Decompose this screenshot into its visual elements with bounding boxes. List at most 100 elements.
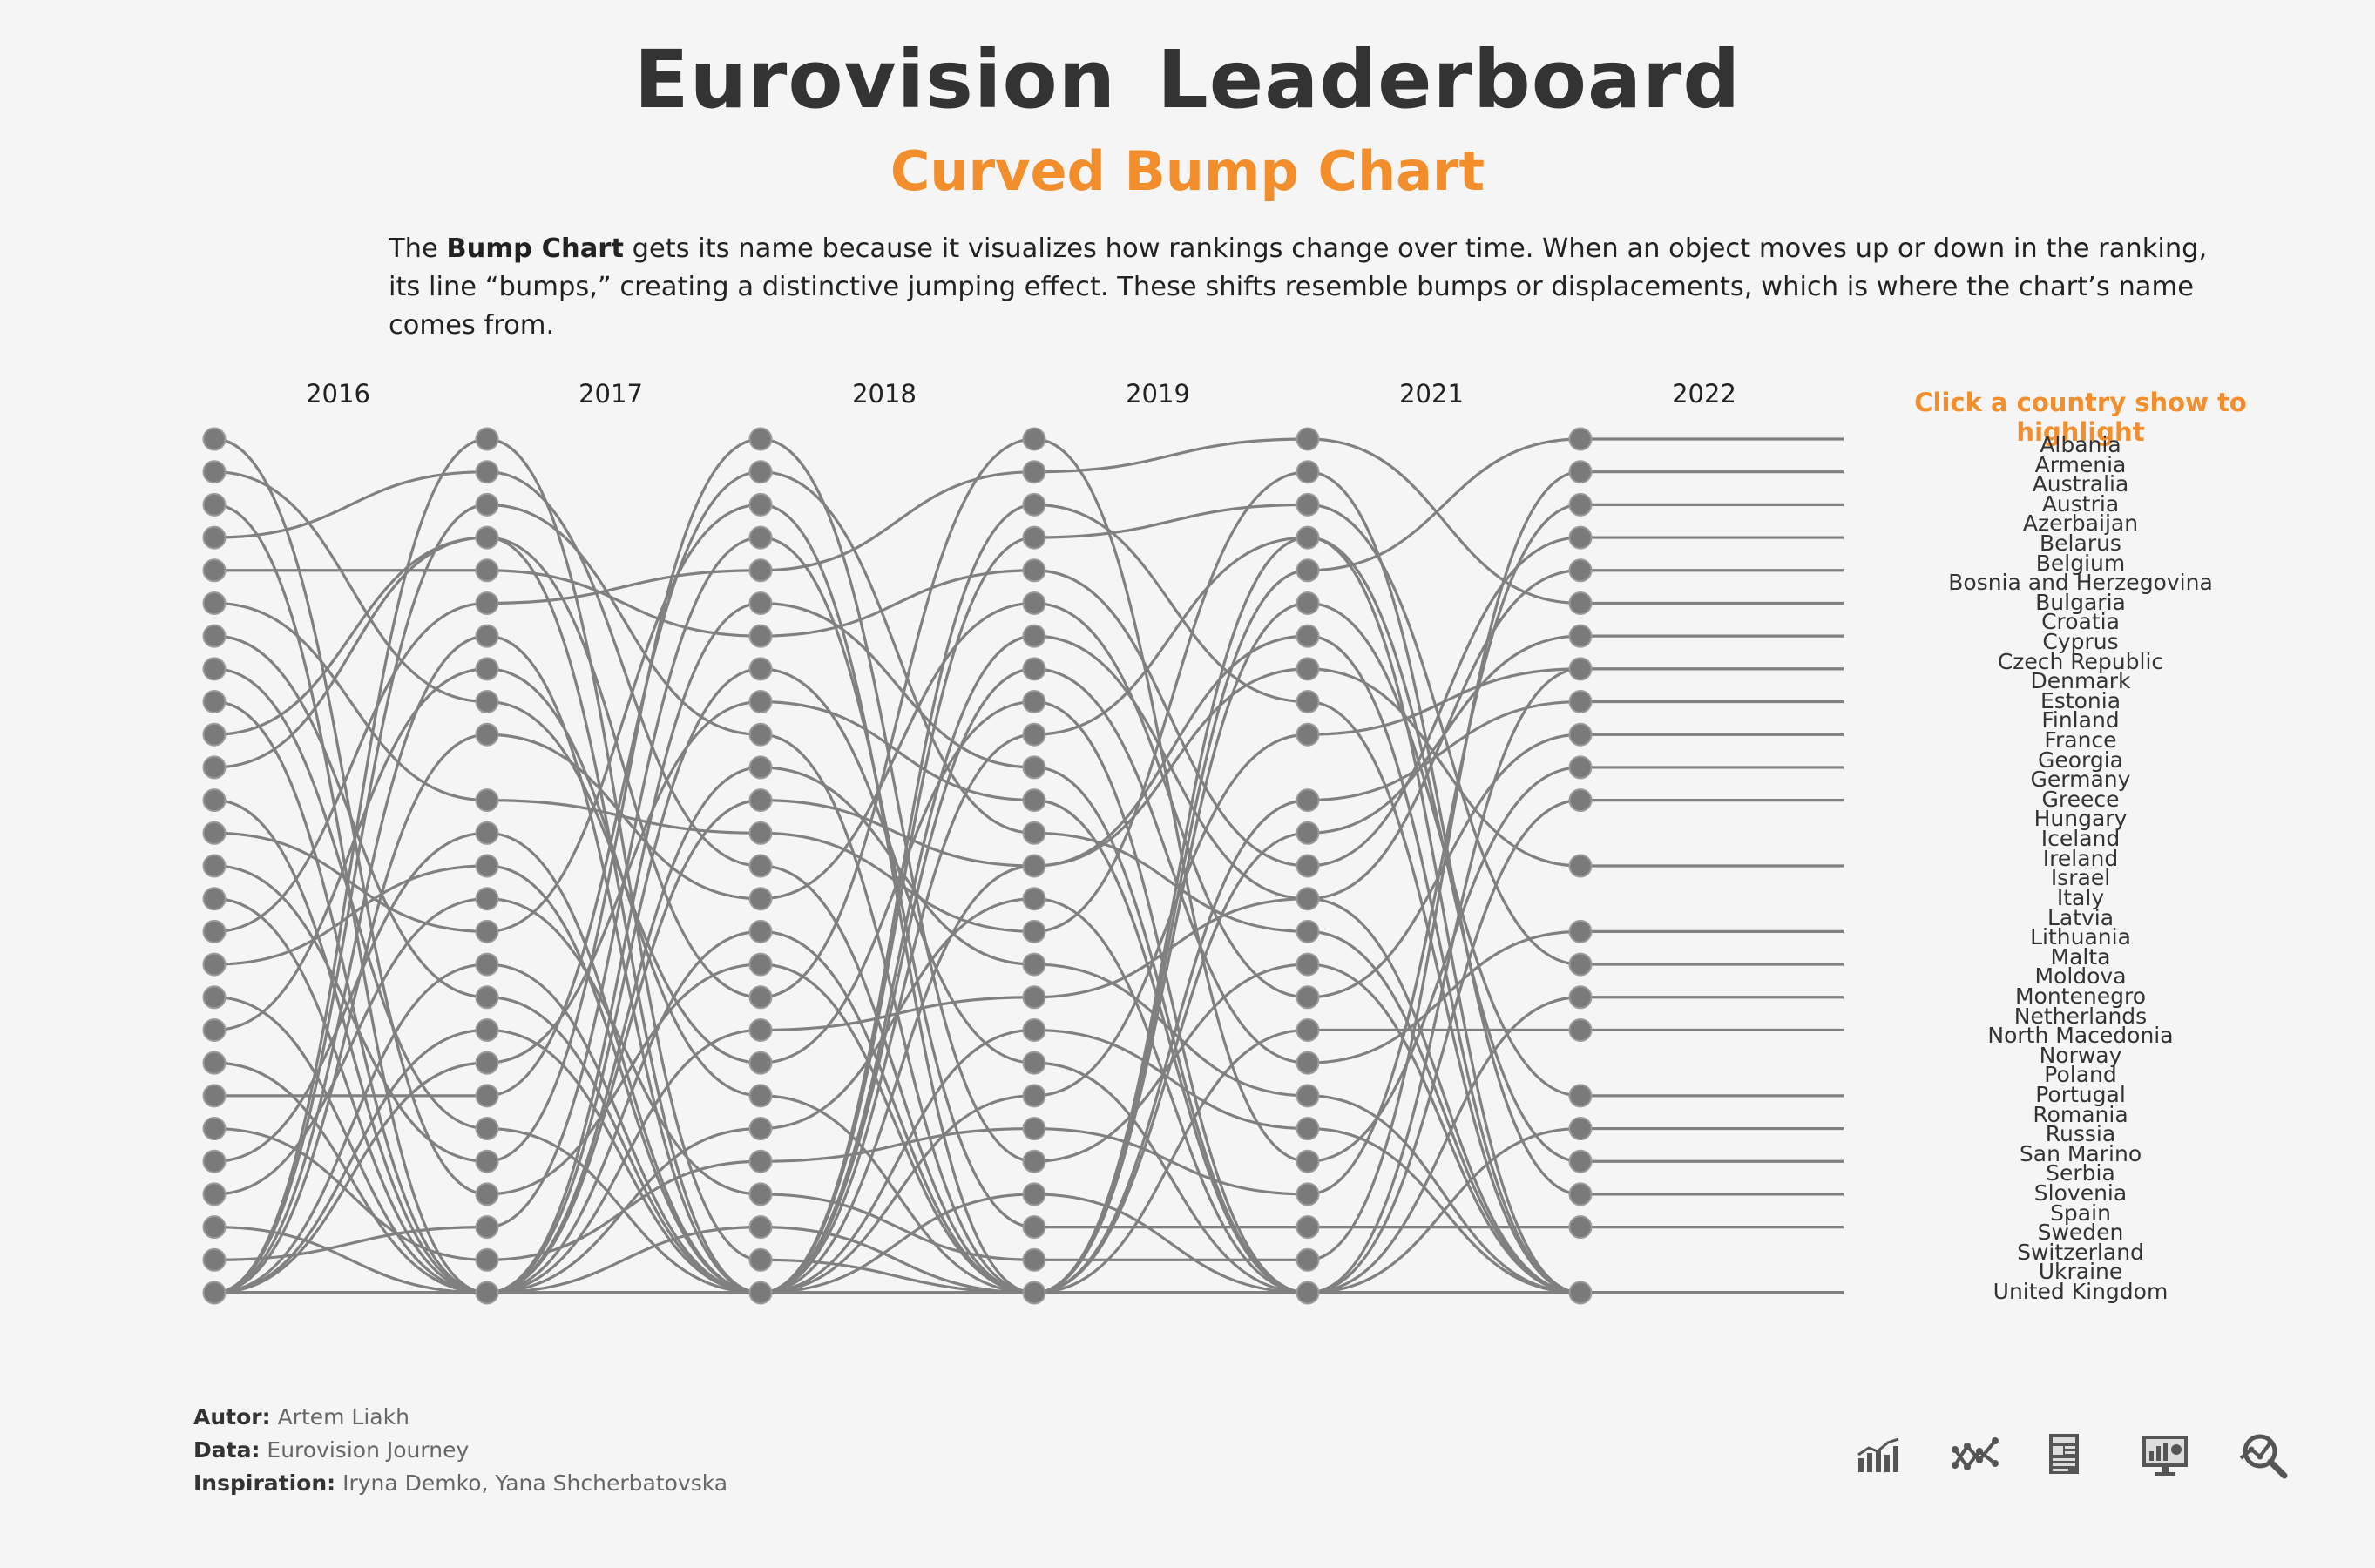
legend-item-belgium[interactable]: Belgium (2035, 550, 2126, 576)
rank-point (748, 919, 773, 943)
rank-point (202, 887, 227, 911)
legend-item-ukraine[interactable]: Ukraine (2038, 1259, 2123, 1285)
rank-point (1022, 887, 1046, 911)
series-line-russia (213, 503, 1844, 1294)
report-icon[interactable] (2037, 1429, 2089, 1481)
rank-point (202, 492, 227, 517)
legend-item-iceland[interactable]: Iceland (2040, 826, 2121, 852)
year-label: 2021 (1399, 379, 1464, 409)
rank-point (1022, 755, 1046, 780)
legend-item-cyprus[interactable]: Cyprus (2042, 629, 2119, 655)
legend-item-ireland[interactable]: Ireland (2042, 845, 2119, 871)
rank-point (1022, 1117, 1046, 1141)
legend-item-sweden[interactable]: Sweden (2037, 1220, 2124, 1246)
rank-point (475, 558, 499, 583)
credit-author: Autor: Artem Liakh (193, 1401, 727, 1434)
rank-point (748, 821, 773, 845)
rank-point (475, 1051, 499, 1075)
analytics-search-icon[interactable] (2237, 1429, 2290, 1481)
legend-item-azerbaijan[interactable]: Azerbaijan (2022, 510, 2139, 537)
rank-point (748, 492, 773, 517)
navigation-toolbar (1847, 1429, 2300, 1490)
series-line-ireland (213, 929, 1844, 1294)
legend-item-latvia[interactable]: Latvia (2047, 904, 2114, 930)
rank-point (1022, 1149, 1046, 1173)
legend-item-bosnia-and-herzegovina[interactable]: Bosnia and Herzegovina (1948, 570, 2213, 596)
year-label: 2016 (306, 379, 370, 409)
legend-item-romania[interactable]: Romania (2033, 1101, 2128, 1127)
rank-point (1568, 854, 1593, 878)
rank-point (475, 1117, 499, 1141)
legend-item-czech-republic[interactable]: Czech Republic (1997, 648, 2164, 674)
rank-point (1296, 591, 1320, 615)
legend-item-croatia[interactable]: Croatia (2041, 609, 2120, 635)
rank-point (475, 1084, 499, 1108)
rank-point (1022, 1017, 1046, 1042)
legend-item-georgia[interactable]: Georgia (2037, 747, 2124, 773)
legend-item-moldova[interactable]: Moldova (2034, 963, 2127, 990)
rank-point (475, 821, 499, 845)
legend-item-italy[interactable]: Italy (2056, 884, 2105, 910)
legend-item-armenia[interactable]: Armenia (2034, 451, 2127, 477)
legend-item-denmark[interactable]: Denmark (2030, 668, 2131, 694)
line-chart-icon[interactable] (1950, 1429, 2002, 1481)
legend-item-slovenia[interactable]: Slovenia (2033, 1179, 2128, 1206)
legend-item-spain[interactable]: Spain (2050, 1200, 2111, 1226)
rank-point (1296, 1117, 1320, 1141)
rank-point (748, 1051, 773, 1075)
legend-item-bulgaria[interactable]: Bulgaria (2035, 589, 2126, 615)
legend-item-montenegro[interactable]: Montenegro (2014, 983, 2146, 1009)
legend-item-serbia[interactable]: Serbia (2046, 1160, 2115, 1186)
legend-item-switzerland[interactable]: Switzerland (2017, 1239, 2144, 1265)
rank-point (1022, 657, 1046, 681)
rank-point (1568, 460, 1593, 484)
rank-point (202, 558, 227, 583)
rank-point (202, 525, 227, 550)
legend-item-austria[interactable]: Austria (2041, 490, 2120, 517)
rank-point (1568, 919, 1593, 943)
legend-item-hungary[interactable]: Hungary (2033, 806, 2128, 832)
legend-item-malta[interactable]: Malta (2050, 943, 2111, 970)
rank-point (475, 1149, 499, 1173)
legend-item-germany[interactable]: Germany (2030, 767, 2131, 793)
rank-point (748, 1149, 773, 1173)
legend-item-san-marino[interactable]: San Marino (2019, 1140, 2142, 1166)
legend-item-greece[interactable]: Greece (2041, 786, 2120, 812)
legend-item-estonia[interactable]: Estonia (2040, 687, 2121, 713)
legend-item-poland[interactable]: Poland (2044, 1062, 2117, 1088)
rank-point (475, 427, 499, 451)
rank-point (1568, 1182, 1593, 1206)
rank-point (475, 492, 499, 517)
legend-item-russia[interactable]: Russia (2045, 1121, 2116, 1147)
rank-point (1022, 1281, 1046, 1305)
legend-item-portugal[interactable]: Portugal (2035, 1081, 2126, 1107)
rank-point (1022, 591, 1046, 615)
rank-point (475, 525, 499, 550)
legend-item-norway[interactable]: Norway (2039, 1042, 2122, 1068)
rank-point (202, 657, 227, 681)
country-legend: Albania Armenia Australia Austria Azerbaijan… (1873, 0, 2288, 1307)
rank-point (748, 460, 773, 484)
legend-item-australia[interactable]: Australia (2032, 471, 2129, 497)
rank-point (1568, 1281, 1593, 1305)
dashboard-icon[interactable] (2139, 1429, 2191, 1481)
rank-point (1296, 558, 1320, 583)
legend-item-finland[interactable]: Finland (2041, 707, 2120, 733)
rank-point (1296, 427, 1320, 451)
legend-item-united-kingdom[interactable]: United Kingdom (1993, 1279, 2169, 1304)
rank-point (748, 1084, 773, 1108)
legend-item-israel[interactable]: Israel (2050, 865, 2111, 891)
rank-point (748, 591, 773, 615)
legend-item-north-macedonia[interactable]: North Macedonia (1987, 1023, 2174, 1049)
rank-point (202, 460, 227, 484)
legend-item-belarus[interactable]: Belarus (2040, 531, 2121, 557)
bar-chart-icon[interactable] (1851, 1429, 1904, 1481)
rank-point (475, 1281, 499, 1305)
rank-point (202, 821, 227, 845)
legend-item-albania[interactable]: Albania (2040, 432, 2121, 457)
rank-point (1022, 1247, 1046, 1272)
legend-item-netherlands[interactable]: Netherlands (2013, 1003, 2148, 1029)
legend-item-lithuania[interactable]: Lithuania (2030, 924, 2131, 950)
legend-item-france[interactable]: France (2044, 727, 2117, 754)
rank-point (748, 1117, 773, 1141)
